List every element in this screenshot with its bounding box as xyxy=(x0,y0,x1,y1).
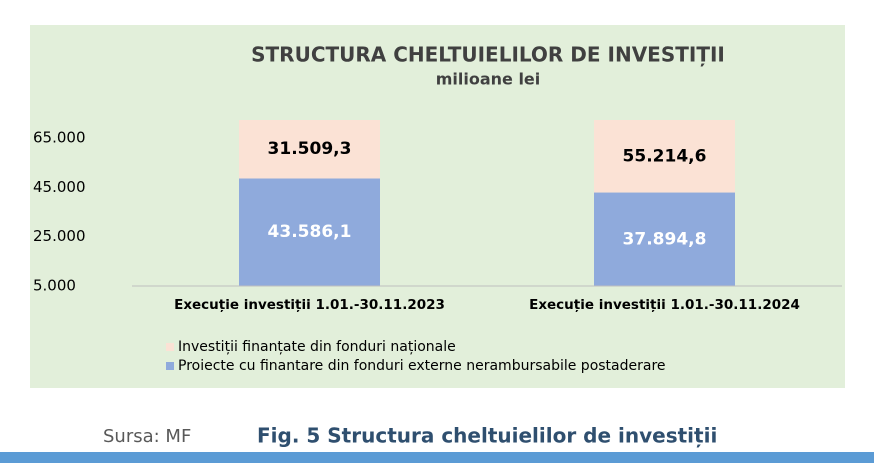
bars xyxy=(239,120,735,286)
y-tick-label: 5.000 xyxy=(33,277,76,295)
data-label: 43.586,1 xyxy=(268,222,352,242)
source: Sursa: MF xyxy=(103,426,191,447)
x-tick-label: Execuție investiții 1.01.-30.11.2023 xyxy=(174,297,445,313)
legend-label: Investiții finanțate din fonduri naționa… xyxy=(178,339,456,355)
caption: Fig. 5 Structura cheltuielilor de invest… xyxy=(257,424,717,448)
legend-swatch xyxy=(166,343,174,351)
bar-segment xyxy=(594,192,735,286)
y-tick-label: 45.000 xyxy=(33,178,86,196)
legend-swatch xyxy=(166,362,174,370)
y-tick-label: 25.000 xyxy=(33,227,86,245)
chart-title: STRUCTURA CHELTUIELILOR DE INVESTIȚII xyxy=(251,43,725,67)
legend-label: Proiecte cu finantare din fonduri extern… xyxy=(178,358,666,374)
bottom-stripe xyxy=(0,452,874,463)
y-tick-label: 65.000 xyxy=(33,129,86,147)
bar-segment xyxy=(239,120,380,179)
bar-segment xyxy=(239,178,380,286)
bar-segment xyxy=(594,120,735,193)
chart-subtitle: milioane lei xyxy=(436,70,541,89)
data-label: 55.214,6 xyxy=(623,146,707,166)
x-tick-label: Execuție investiții 1.01.-30.11.2024 xyxy=(529,297,800,313)
data-label: 31.509,3 xyxy=(268,139,352,159)
data-label: 37.894,8 xyxy=(623,229,707,249)
